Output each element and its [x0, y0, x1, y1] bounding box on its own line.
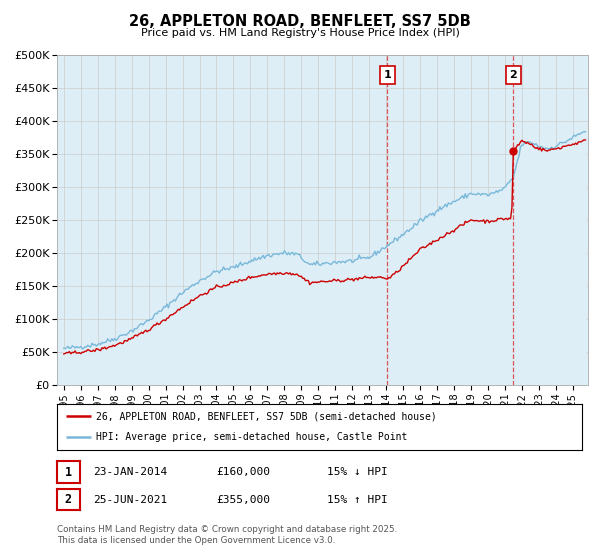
- Text: £160,000: £160,000: [216, 467, 270, 477]
- Text: 1: 1: [383, 70, 391, 80]
- Text: Price paid vs. HM Land Registry's House Price Index (HPI): Price paid vs. HM Land Registry's House …: [140, 28, 460, 38]
- Text: 2: 2: [509, 70, 517, 80]
- Text: 23-JAN-2014: 23-JAN-2014: [93, 467, 167, 477]
- Text: 15% ↓ HPI: 15% ↓ HPI: [327, 467, 388, 477]
- Text: 25-JUN-2021: 25-JUN-2021: [93, 494, 167, 505]
- Text: £355,000: £355,000: [216, 494, 270, 505]
- Text: HPI: Average price, semi-detached house, Castle Point: HPI: Average price, semi-detached house,…: [97, 432, 408, 442]
- Text: 26, APPLETON ROAD, BENFLEET, SS7 5DB: 26, APPLETON ROAD, BENFLEET, SS7 5DB: [129, 14, 471, 29]
- Text: 2: 2: [65, 493, 72, 506]
- Text: Contains HM Land Registry data © Crown copyright and database right 2025.
This d: Contains HM Land Registry data © Crown c…: [57, 525, 397, 545]
- Text: 15% ↑ HPI: 15% ↑ HPI: [327, 494, 388, 505]
- Text: 26, APPLETON ROAD, BENFLEET, SS7 5DB (semi-detached house): 26, APPLETON ROAD, BENFLEET, SS7 5DB (se…: [97, 411, 437, 421]
- Text: 1: 1: [65, 465, 72, 479]
